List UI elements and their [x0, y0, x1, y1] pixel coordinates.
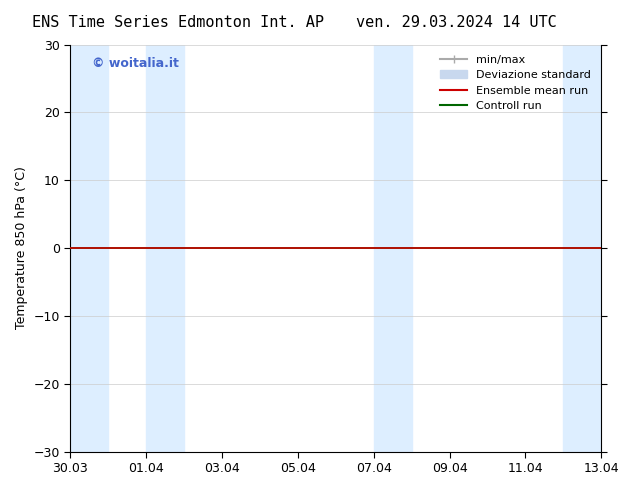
- Text: ven. 29.03.2024 14 UTC: ven. 29.03.2024 14 UTC: [356, 15, 557, 30]
- Text: © woitalia.it: © woitalia.it: [91, 57, 178, 70]
- Bar: [373, 45, 411, 452]
- Bar: [146, 45, 184, 452]
- Bar: [563, 45, 601, 452]
- Bar: [70, 45, 108, 452]
- Legend: min/max, Deviazione standard, Ensemble mean run, Controll run: min/max, Deviazione standard, Ensemble m…: [435, 50, 595, 116]
- Text: ENS Time Series Edmonton Int. AP: ENS Time Series Edmonton Int. AP: [32, 15, 323, 30]
- Y-axis label: Temperature 850 hPa (°C): Temperature 850 hPa (°C): [15, 167, 28, 329]
